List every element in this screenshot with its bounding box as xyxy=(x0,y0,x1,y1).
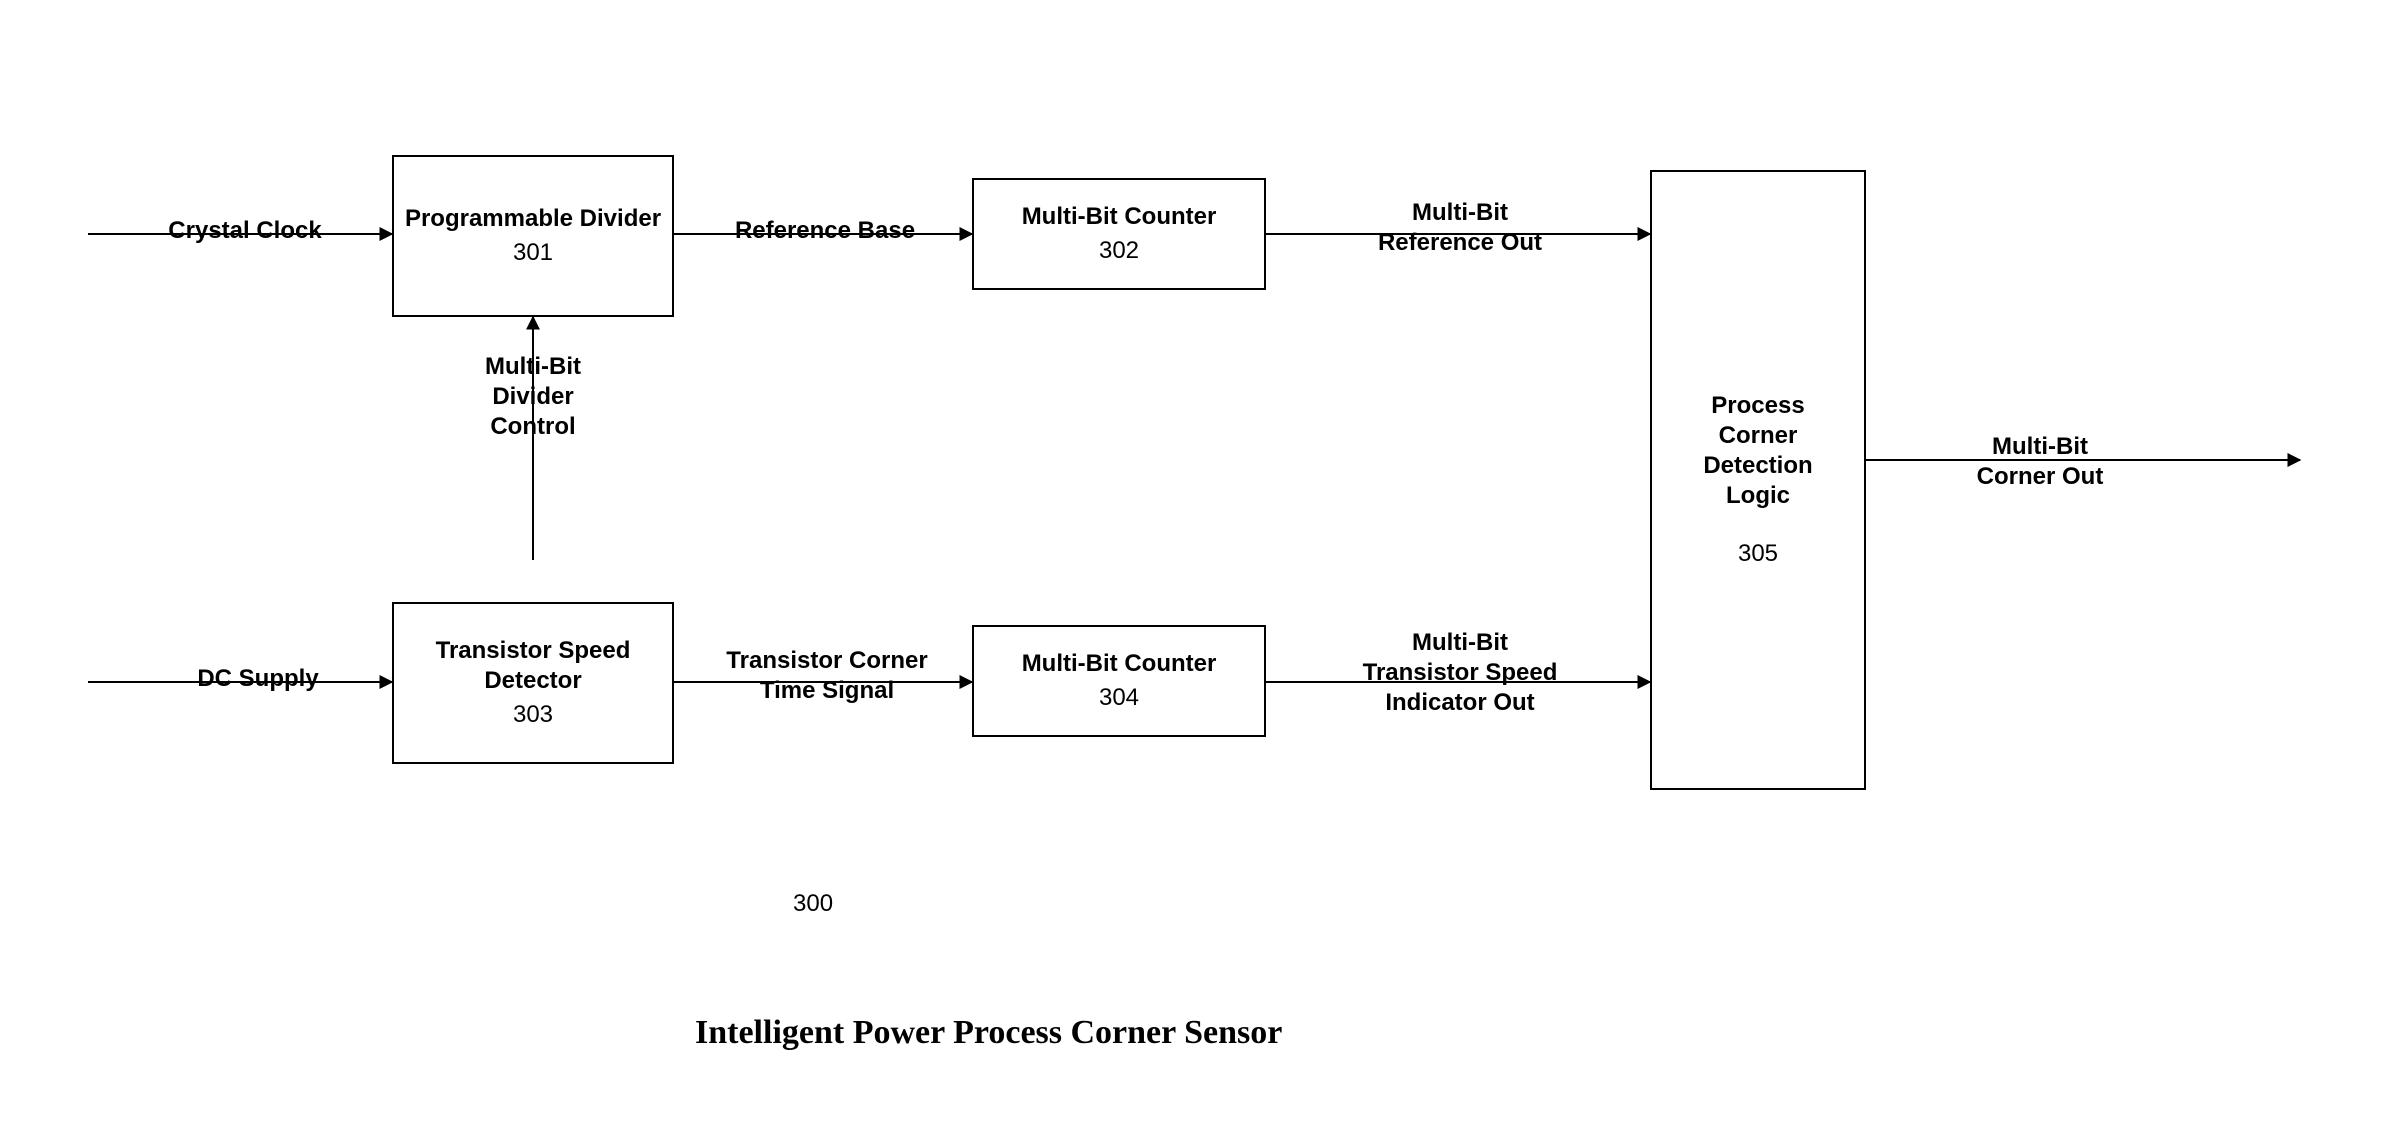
node-label: Process Corner Detection Logic xyxy=(1660,391,1856,511)
figure-number: 300 xyxy=(793,890,833,918)
signal-multibit-corner-out: Multi-Bit Corner Out xyxy=(1910,432,2170,492)
signal-divider-control: Multi-Bit Divider Control xyxy=(438,352,628,442)
node-label: Multi-Bit Counter xyxy=(1022,649,1217,679)
node-id: 302 xyxy=(1099,236,1139,266)
signal-transistor-speed-indicator: Multi-Bit Transistor Speed Indicator Out xyxy=(1300,628,1620,718)
node-multibit-counter-304: Multi-Bit Counter 304 xyxy=(972,625,1266,737)
node-label: Programmable Divider xyxy=(405,204,661,234)
edges-layer xyxy=(0,0,2403,1148)
signal-crystal-clock: Crystal Clock xyxy=(120,216,370,246)
node-transistor-speed-detector: Transistor Speed Detector 303 xyxy=(392,602,674,764)
signal-transistor-corner-time: Transistor Corner Time Signal xyxy=(682,646,972,706)
node-id: 304 xyxy=(1099,683,1139,713)
node-id: 303 xyxy=(513,700,553,730)
signal-dc-supply: DC Supply xyxy=(148,664,368,694)
signal-multibit-reference: Multi-Bit Reference Out xyxy=(1300,198,1620,258)
node-id: 301 xyxy=(513,238,553,268)
node-label: Transistor Speed Detector xyxy=(394,636,672,696)
node-programmable-divider: Programmable Divider 301 xyxy=(392,155,674,317)
node-multibit-counter-302: Multi-Bit Counter 302 xyxy=(972,178,1266,290)
node-process-corner-detection-logic: Process Corner Detection Logic 305 xyxy=(1650,170,1866,790)
signal-reference-base: Reference Base xyxy=(700,216,950,246)
node-id: 305 xyxy=(1738,539,1778,569)
node-label: Multi-Bit Counter xyxy=(1022,202,1217,232)
figure-caption: Intelligent Power Process Corner Sensor xyxy=(695,1014,1282,1052)
diagram-canvas: Programmable Divider 301 Multi-Bit Count… xyxy=(0,0,2403,1148)
